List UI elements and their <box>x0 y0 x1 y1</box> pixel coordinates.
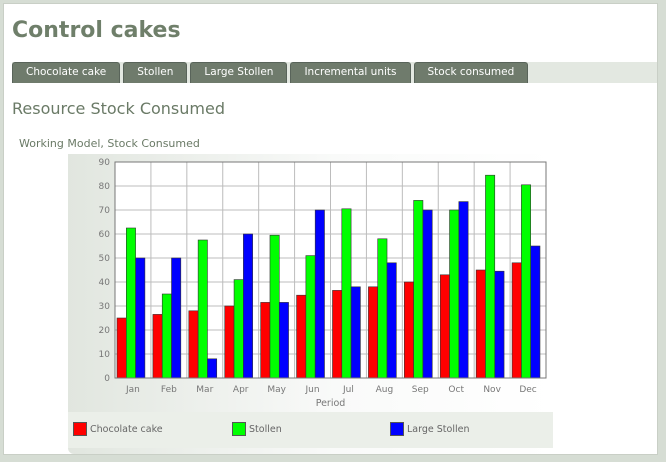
bar-chocolate-cake <box>116 317 127 379</box>
legend-swatch-chocolate-cake <box>73 422 87 436</box>
y-tick-label: 10 <box>99 350 111 360</box>
bar-chocolate-cake <box>188 310 199 379</box>
chart-legend: Chocolate cake Stollen Large Stollen <box>68 412 553 448</box>
x-tick-label: Dec <box>519 385 536 395</box>
tab-bar: Chocolate cake Stollen Large Stollen Inc… <box>12 62 657 83</box>
bar-large-stollen <box>530 245 541 379</box>
app-title: Control cakes <box>12 18 181 43</box>
bar-stollen <box>161 293 172 379</box>
bar-large-stollen <box>278 302 289 379</box>
bar-stollen <box>269 234 280 379</box>
bar-large-stollen <box>350 286 361 379</box>
legend-label-stollen: Stollen <box>249 423 282 435</box>
y-tick-label: 0 <box>104 374 110 384</box>
x-tick-label: Mar <box>196 385 213 395</box>
legend-label-large-stollen: Large Stollen <box>407 423 470 435</box>
bar-chocolate-cake <box>152 314 163 379</box>
bar-chocolate-cake <box>224 305 235 379</box>
bar-stollen <box>413 200 424 379</box>
bar-stollen <box>341 208 352 379</box>
bar-stollen <box>377 238 388 379</box>
legend-item-chocolate-cake[interactable]: Chocolate cake <box>73 422 163 436</box>
legend-label-chocolate-cake: Chocolate cake <box>90 423 163 435</box>
tab-chocolate-cake[interactable]: Chocolate cake <box>12 62 121 83</box>
y-tick-label: 90 <box>99 158 111 168</box>
x-tick-label: Sep <box>412 385 429 395</box>
bar-stollen <box>197 239 208 379</box>
x-tick-label: Jun <box>305 385 320 395</box>
bar-chocolate-cake <box>332 290 343 379</box>
x-axis-label: Period <box>316 398 346 409</box>
tab-large-stollen[interactable]: Large Stollen <box>190 62 288 83</box>
tab-stollen[interactable]: Stollen <box>123 62 188 83</box>
legend-item-large-stollen[interactable]: Large Stollen <box>390 422 469 436</box>
bar-stollen <box>125 227 136 379</box>
y-tick-label: 60 <box>99 230 111 240</box>
bar-stollen <box>449 209 460 379</box>
bar-chocolate-cake <box>475 269 486 379</box>
x-tick-label: Feb <box>161 385 177 395</box>
bar-large-stollen <box>171 257 182 379</box>
bar-large-stollen <box>314 209 325 379</box>
y-tick-label: 50 <box>99 254 111 264</box>
tab-incremental-units[interactable]: Incremental units <box>290 62 411 83</box>
y-tick-label: 20 <box>99 326 111 336</box>
bar-chocolate-cake <box>296 294 307 379</box>
plot-frame <box>114 161 547 379</box>
bar-chart: 0 10 20 30 40 50 60 70 80 90 Jan Feb Mar Apr May Jun Jul… <box>99 158 547 409</box>
bar-chocolate-cake <box>404 281 414 379</box>
bar-large-stollen <box>243 233 253 379</box>
y-tick-label: 80 <box>99 182 111 192</box>
bar-large-stollen <box>422 209 433 379</box>
y-tick-label: 70 <box>99 206 111 216</box>
chart-title: Working Model, Stock Consumed <box>19 137 200 150</box>
x-tick-label: Nov <box>483 385 501 395</box>
y-tick-label: 30 <box>99 302 111 312</box>
legend-swatch-large-stollen <box>390 422 404 436</box>
bar-stollen <box>521 184 531 379</box>
section-title: Resource Stock Consumed <box>12 99 225 118</box>
bar-large-stollen <box>207 358 218 379</box>
bar-stollen <box>485 174 496 379</box>
bar-stollen <box>305 255 316 379</box>
bar-stollen <box>233 279 244 379</box>
bar-chocolate-cake <box>368 286 379 379</box>
chart-panel: 0 10 20 30 40 50 60 70 80 90 Jan Feb Mar Apr May Jun Jul… <box>68 154 553 454</box>
tab-stock-consumed[interactable]: Stock consumed <box>413 62 529 83</box>
bar-chocolate-cake <box>260 302 271 379</box>
app-window: Control cakes Chocolate cake Stollen Lar… <box>3 3 658 455</box>
x-tick-label: Apr <box>233 385 249 395</box>
x-tick-label: Jan <box>125 385 140 395</box>
bar-chocolate-cake <box>511 262 522 379</box>
legend-swatch-stollen <box>232 422 246 436</box>
x-tick-label: May <box>267 385 286 395</box>
x-tick-label: Oct <box>448 385 464 395</box>
bar-large-stollen <box>386 262 397 379</box>
x-tick-label: Jul <box>342 385 354 395</box>
bar-large-stollen <box>458 201 469 379</box>
bar-large-stollen <box>135 257 146 379</box>
y-tick-label: 40 <box>99 278 111 288</box>
bar-large-stollen <box>494 270 505 379</box>
legend-item-stollen[interactable]: Stollen <box>232 422 282 436</box>
bar-chocolate-cake <box>439 274 450 379</box>
x-tick-label: Aug <box>376 385 394 395</box>
